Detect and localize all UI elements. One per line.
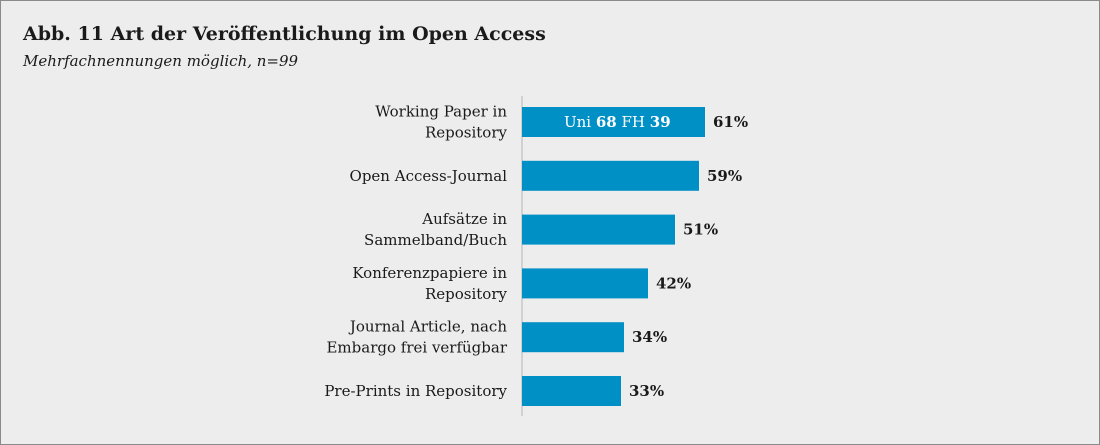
annotation-value: 68: [596, 113, 617, 131]
category-label: Sammelband/Buch: [364, 231, 507, 249]
data-label: 33%: [629, 382, 664, 400]
data-label: 51%: [683, 221, 718, 239]
annotation-value: 39: [650, 113, 671, 131]
bar: [522, 214, 675, 245]
annotation-label: Uni: [564, 113, 596, 131]
bar: [522, 107, 705, 137]
data-label: 61%: [713, 113, 748, 131]
category-label: Working Paper in: [375, 103, 507, 121]
chart-subtitle: Mehrfachnennungen möglich, n=99: [23, 52, 299, 70]
bar: [522, 160, 699, 191]
bar-annotation: Uni 68 FH 39: [564, 113, 671, 131]
data-label: 42%: [656, 274, 691, 292]
category-label: Embargo frei verfügbar: [326, 339, 507, 357]
bar: [522, 268, 648, 299]
category-label: Konferenzpapiere in: [352, 264, 507, 282]
category-label: Journal Article, nach: [348, 318, 507, 336]
category-label: Aufsätze in: [421, 210, 507, 228]
category-label: Open Access-Journal: [350, 167, 508, 185]
category-label: Repository: [425, 124, 508, 142]
category-label: Repository: [425, 285, 508, 303]
data-label: 34%: [632, 328, 667, 346]
chart-title: Abb. 11 Art der Veröffentlichung im Open…: [23, 23, 546, 45]
category-label: Pre-Prints in Repository: [324, 382, 507, 400]
data-label: 59%: [707, 167, 742, 185]
bar: [522, 376, 621, 406]
bar: [522, 322, 624, 353]
annotation-label: FH: [617, 113, 650, 131]
